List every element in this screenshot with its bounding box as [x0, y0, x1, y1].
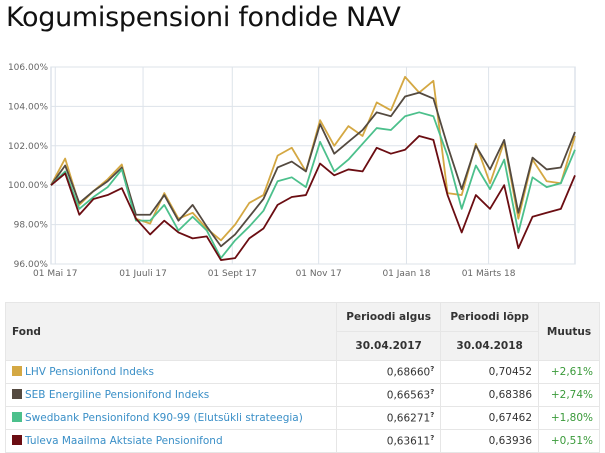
- y-tick-label: 102.00%: [8, 142, 48, 152]
- y-tick-label: 100.00%: [8, 181, 48, 191]
- table-row: Tuleva Maailma Aktsiate Pensionifond 0,6…: [5, 429, 600, 453]
- info-mark[interactable]: ?: [430, 411, 435, 420]
- header-end: Perioodi lõpp: [440, 302, 540, 332]
- series-line: [50, 91, 576, 248]
- legend-swatch: [12, 435, 22, 445]
- series-line: [50, 135, 576, 261]
- table-row: LHV Pensionifond Indeks 0,68660? 0,70452…: [5, 360, 600, 384]
- end-value: 0,67462: [440, 406, 540, 430]
- start-value-text: 0,66271: [386, 412, 431, 425]
- y-tick-label: 96.00%: [14, 260, 49, 270]
- x-tick-label: 01 Märts 18: [462, 269, 516, 279]
- fund-cell: Swedbank Pensionifond K90-99 (Elutsükli …: [5, 406, 337, 430]
- info-mark[interactable]: ?: [430, 365, 435, 374]
- x-tick-label: 01 Mai 17: [33, 269, 77, 279]
- y-tick-label: 98.00%: [14, 221, 49, 231]
- legend-swatch: [12, 389, 22, 399]
- nav-line-chart: 96.00% 98.00% 100.00% 102.00% 104.00% 106.00%…: [8, 63, 576, 279]
- change-value: +2,61%: [538, 360, 600, 384]
- y-tick-label: 104.00%: [8, 102, 48, 112]
- header-fond: Fond: [5, 302, 337, 361]
- change-value: +2,74%: [538, 383, 600, 407]
- fund-link[interactable]: Tuleva Maailma Aktsiate Pensionifond: [25, 435, 223, 447]
- series-line: [50, 75, 576, 242]
- page-title: Kogumispensioni fondide NAV: [6, 2, 401, 33]
- start-value: 0,66271?: [335, 406, 442, 430]
- y-tick-label: 106.00%: [8, 63, 48, 73]
- header-start-date: 30.04.2017: [335, 331, 442, 361]
- fund-link[interactable]: Swedbank Pensionifond K90-99 (Elutsükli …: [25, 412, 303, 424]
- x-tick-label: 01 Juuli 17: [119, 269, 167, 279]
- fund-link[interactable]: LHV Pensionifond Indeks: [25, 366, 154, 378]
- change-value: +0,51%: [538, 429, 600, 453]
- start-value-text: 0,63611: [386, 435, 431, 448]
- end-value: 0,63936: [440, 429, 540, 453]
- start-value-text: 0,66563: [386, 389, 431, 402]
- legend-swatch: [12, 366, 22, 376]
- header-start: Perioodi algus: [335, 302, 442, 332]
- table-row: Swedbank Pensionifond K90-99 (Elutsükli …: [5, 406, 600, 430]
- fund-link[interactable]: SEB Energiline Pensionifond Indeks: [25, 389, 210, 401]
- start-value: 0,68660?: [335, 360, 442, 384]
- start-value-text: 0,68660: [386, 366, 431, 379]
- info-mark[interactable]: ?: [430, 388, 435, 397]
- info-mark[interactable]: ?: [430, 434, 435, 443]
- fund-cell: LHV Pensionifond Indeks: [5, 360, 337, 384]
- end-value: 0,70452: [440, 360, 540, 384]
- start-value: 0,63611?: [335, 429, 442, 453]
- fund-cell: SEB Energiline Pensionifond Indeks: [5, 383, 337, 407]
- x-tick-label: 01 Nov 17: [296, 269, 342, 279]
- end-value: 0,68386: [440, 383, 540, 407]
- header-change: Muutus: [538, 302, 600, 361]
- fund-cell: Tuleva Maailma Aktsiate Pensionifond: [5, 429, 337, 453]
- change-value: +1,80%: [538, 406, 600, 430]
- fund-table: Fond Perioodi algus Perioodi lõpp Muutus…: [5, 302, 600, 453]
- table-row: SEB Energiline Pensionifond Indeks 0,665…: [5, 383, 600, 407]
- header-end-date: 30.04.2018: [440, 331, 540, 361]
- x-tick-label: 01 Jaan 18: [382, 269, 430, 279]
- start-value: 0,66563?: [335, 383, 442, 407]
- x-tick-label: 01 Sept 17: [208, 269, 257, 279]
- legend-swatch: [12, 412, 22, 422]
